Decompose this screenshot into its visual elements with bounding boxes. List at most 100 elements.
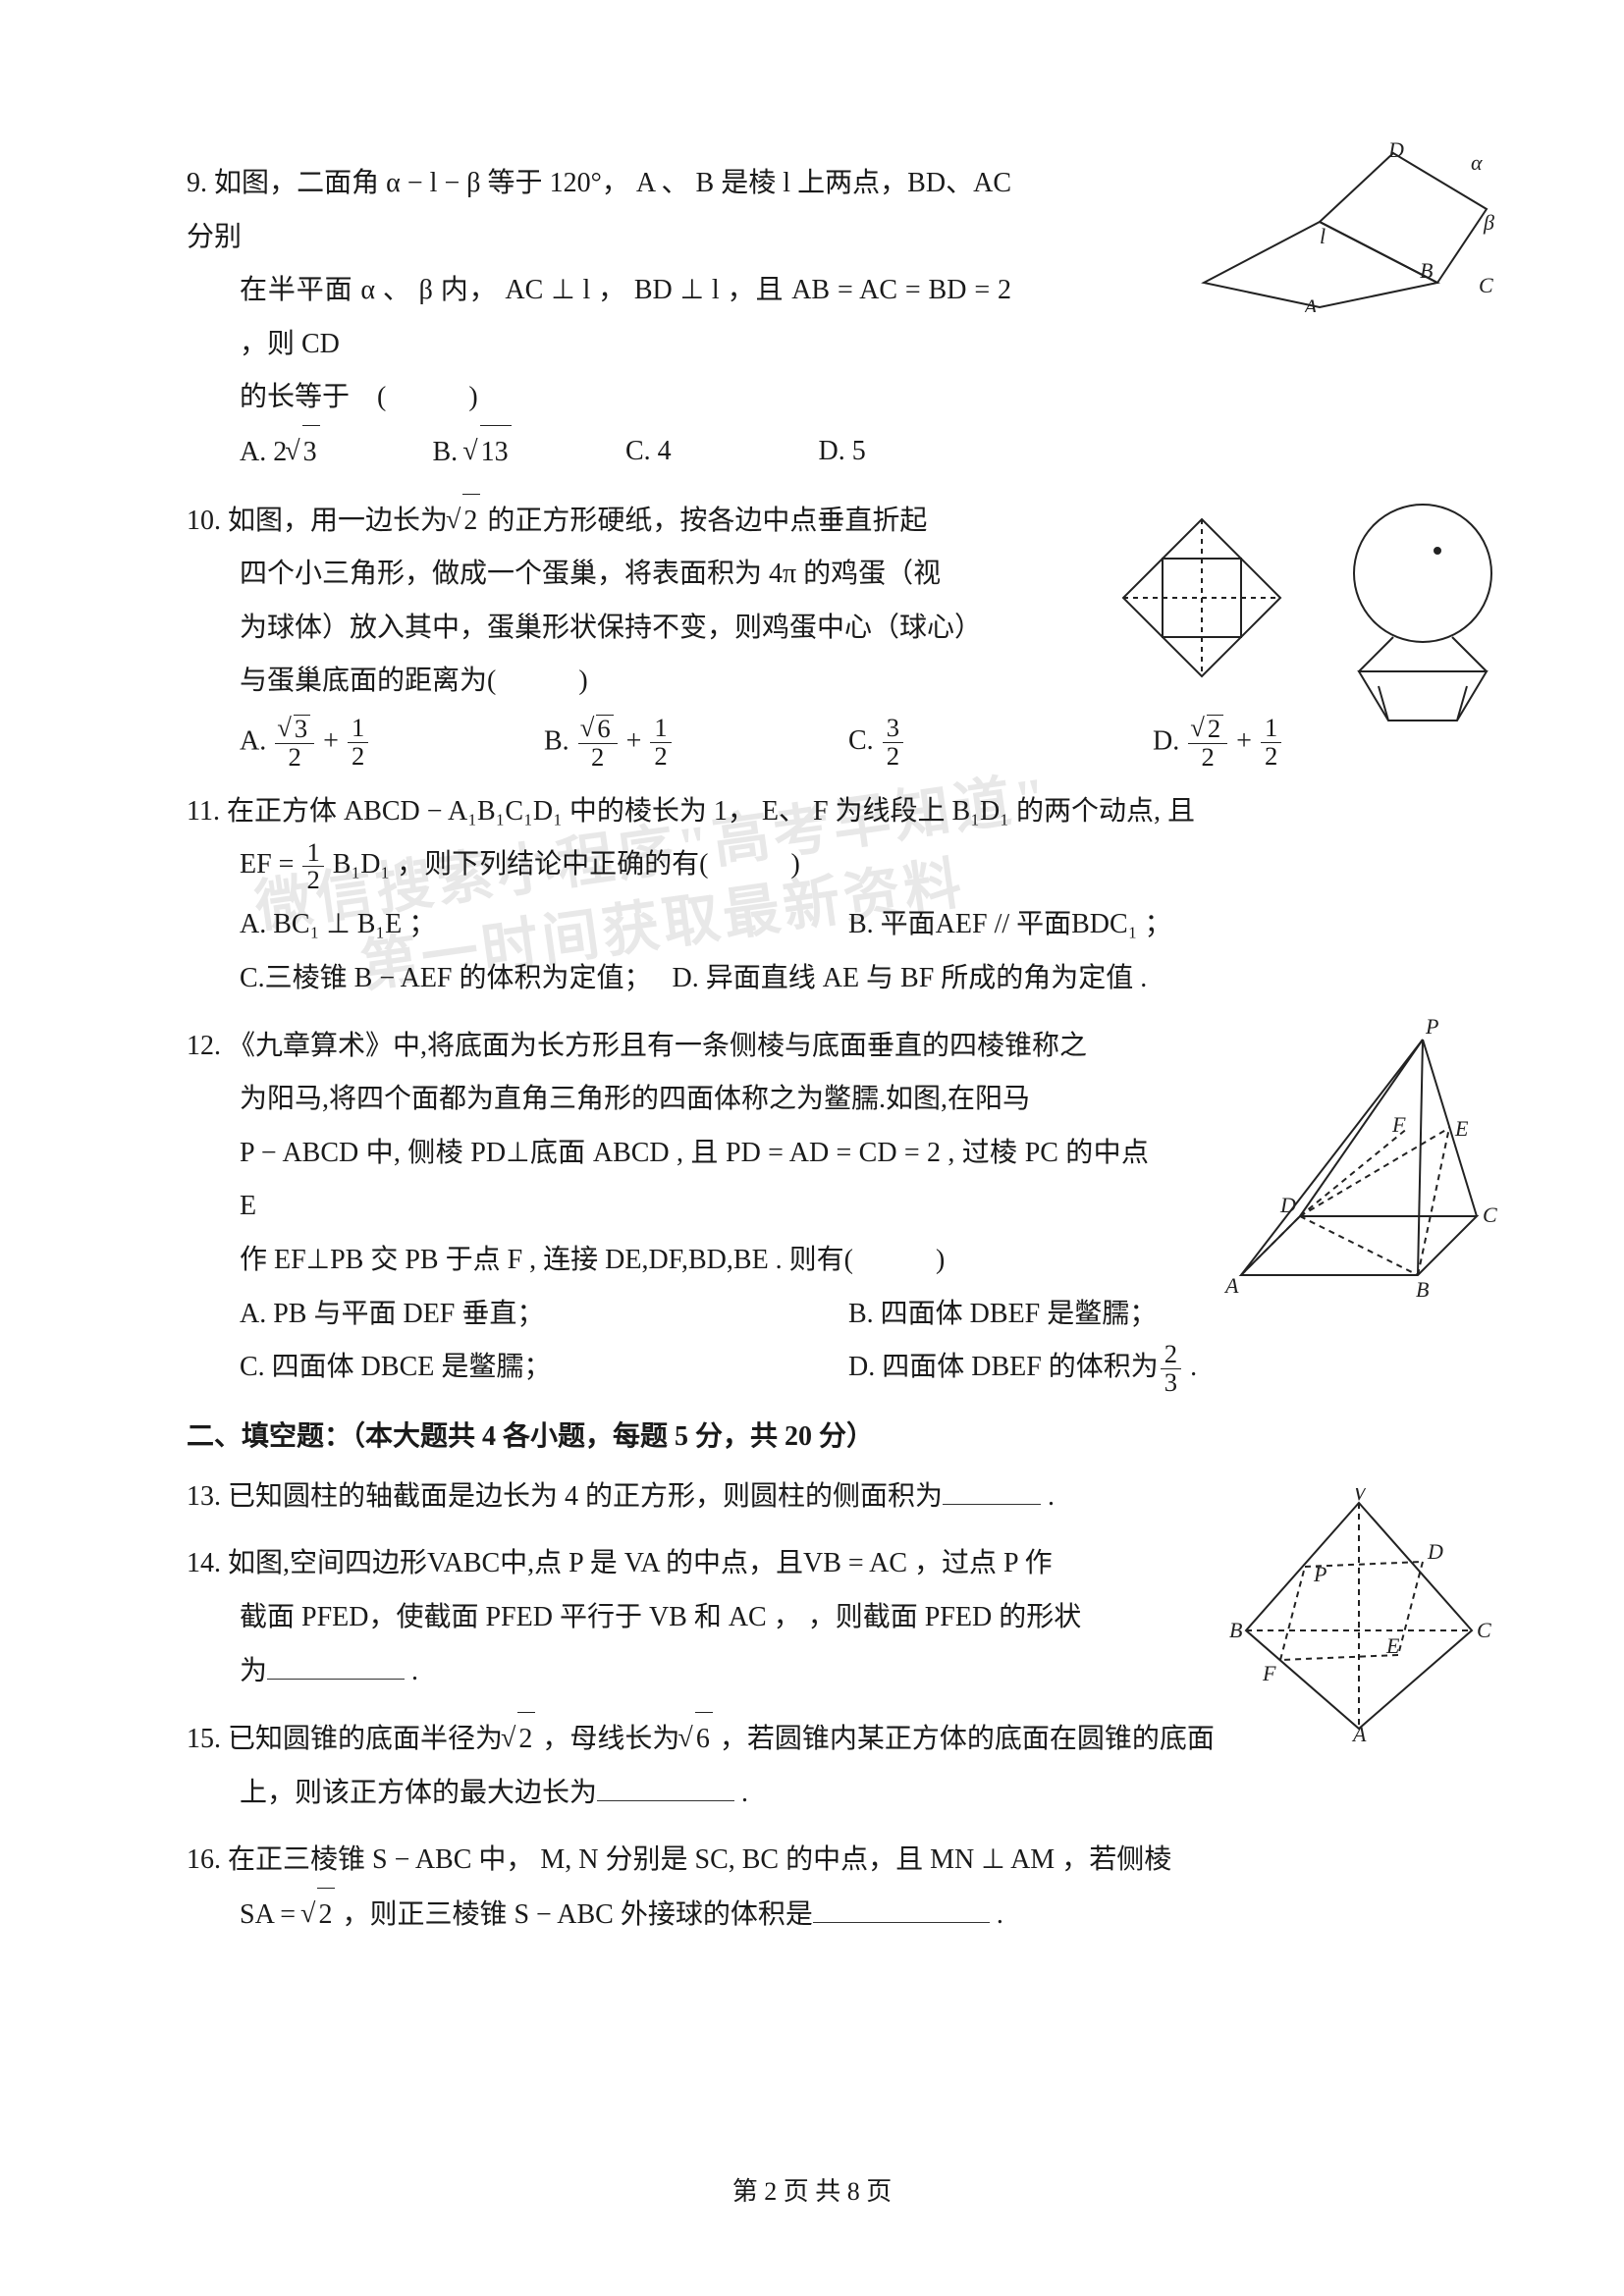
question-16: 16. 在正三棱锥 S − ABC 中， M, N 分别是 SC, BC 的中点… <box>187 1834 1457 1942</box>
answer-blank[interactable] <box>943 1479 1041 1505</box>
opt-C: C. 四面体 DBCE 是鳖臑； <box>240 1341 848 1397</box>
radicand: 2 <box>517 1712 535 1767</box>
q-text: 作 EF⊥PB 交 PB 于点 F , 连接 DE,DF,BD,BE . 则有(… <box>187 1234 1149 1288</box>
q-text: ，则正三棱锥 S − ABC 外接球的体积是 <box>335 1899 812 1930</box>
den: 2 <box>650 742 671 771</box>
q-text: . <box>1041 1481 1055 1512</box>
radicand: 6 <box>596 715 613 743</box>
den: 3 <box>1161 1368 1181 1397</box>
q-text: 在正三棱锥 S − ABC 中， M, N 分别是 SC, BC 的中点，且 M… <box>228 1844 1171 1875</box>
answer-blank[interactable] <box>597 1776 734 1801</box>
q-text: 已知圆柱的轴截面是边长为 4 的正方形，则圆柱的侧面积为 <box>228 1481 943 1512</box>
svg-text:A: A <box>1302 294 1318 312</box>
q10-stem: 10. 如图，用一边长为 2 的正方形硬纸，按各边中点垂直折起 <box>187 494 982 549</box>
opt-D: D. 四面体 DBEF 的体积为23 . <box>848 1341 1457 1397</box>
q-text: EF = 12 B₁D₁ ，则下列结论中正确的有( ) <box>187 838 1457 894</box>
answer-blank[interactable] <box>813 1897 990 1923</box>
den: 2 <box>1188 743 1227 772</box>
opt-A: A. 32 + 12 <box>240 715 544 772</box>
q-text: ，若圆锥内某正方体的底面在圆锥的底面 <box>713 1724 1215 1754</box>
svg-text:C: C <box>1483 1202 1497 1227</box>
svg-text:D: D <box>1387 137 1404 162</box>
svg-text:l: l <box>1320 224 1326 248</box>
opt-D: D. 5 <box>819 425 1012 480</box>
q-text: . <box>405 1656 418 1686</box>
svg-text:B: B <box>1416 1277 1429 1302</box>
q-number: 13. <box>187 1481 221 1512</box>
exam-page: 微信搜索小程序"高考早知道" 第一时间获取最新资料 9. 如图，二面角 α − … <box>0 0 1624 2296</box>
opt-B: B. 平面AEF // 平面BDC₁ ； <box>848 898 1457 952</box>
q-number: 14. <box>187 1548 221 1578</box>
question-14: 14. 如图,空间四边形VABC中,点 P 是 VA 的中点，且VB = AC … <box>187 1537 1457 1698</box>
radicand: 13 <box>480 425 512 480</box>
svg-text:D: D <box>1279 1193 1296 1217</box>
den: 2 <box>302 866 323 894</box>
opt-label: C. <box>848 725 874 756</box>
svg-text:F: F <box>1391 1112 1406 1137</box>
q15-stem: 15. 已知圆锥的底面半径为2 ，母线长为6 ，若圆锥内某正方体的底面在圆锥的底… <box>187 1712 1457 1767</box>
opt-text: . <box>1183 1352 1197 1382</box>
radicand: 6 <box>695 1712 713 1767</box>
q-text: . <box>990 1899 1003 1930</box>
den: 2 <box>275 743 314 772</box>
figure-q10 <box>1104 490 1516 735</box>
q11-stem: 11. 在正方体 ABCD − A₁B₁C₁D₁ 中的棱长为 1， E、 F 为… <box>187 785 1457 839</box>
svg-text:V: V <box>1353 1488 1369 1505</box>
figure-q9: D α B l β A C <box>1192 135 1496 312</box>
q11-options: A. BC₁ ⊥ B₁E ； B. 平面AEF // 平面BDC₁ ； <box>187 894 1457 952</box>
svg-text:E: E <box>1385 1633 1400 1658</box>
question-12: 12. 《九章算术》中,将底面为长方形且有一条侧棱与底面垂直的四棱锥称之 为阳马… <box>187 1020 1457 1398</box>
q-text: 截面 PFED，使截面 PFED 平行于 VB 和 AC ， ，则截面 PFED… <box>187 1591 1110 1645</box>
q-text: 为 . <box>187 1645 1110 1699</box>
opt-C: C.三棱锥 B − AEF 的体积为定值； <box>240 963 652 993</box>
q-text: 上，则该正方体的最大边长为 <box>240 1778 597 1808</box>
svg-text:P: P <box>1425 1014 1438 1039</box>
opt-label: B. <box>433 437 465 467</box>
den: 2 <box>348 742 368 771</box>
q-text: . <box>734 1778 748 1808</box>
opt-label: A. 2 <box>240 437 287 467</box>
q-text: 《九章算术》中,将底面为长方形且有一条侧棱与底面垂直的四棱锥称之 <box>228 1031 1087 1061</box>
answer-blank[interactable] <box>267 1653 405 1679</box>
radicand: 2 <box>462 494 480 549</box>
den: 2 <box>578 743 618 772</box>
num: 1 <box>348 715 368 742</box>
svg-text:P: P <box>1313 1562 1326 1586</box>
den: 2 <box>1261 742 1281 771</box>
q-text: EF = <box>240 849 300 880</box>
q-number: 10. <box>187 506 221 536</box>
q-number: 9. <box>187 168 207 198</box>
q-text: 如图，二面角 α − l − β 等于 120°， A 、 B 是棱 l 上两点… <box>187 168 1011 252</box>
q-number: 12. <box>187 1031 221 1061</box>
q-number: 11. <box>187 796 220 827</box>
svg-text:C: C <box>1479 273 1493 297</box>
q16-stem: 16. 在正三棱锥 S − ABC 中， M, N 分别是 SC, BC 的中点… <box>187 1834 1457 1888</box>
q12-stem: 12. 《九章算术》中,将底面为长方形且有一条侧棱与底面垂直的四棱锥称之 <box>187 1020 1149 1074</box>
section-2-title: 二、填空题：（本大题共 4 各小题，每题 5 分，共 20 分） <box>187 1411 1457 1465</box>
svg-text:A: A <box>1223 1273 1239 1298</box>
q-text: B₁D₁ ，则下列结论中正确的有( ) <box>326 849 800 880</box>
q-text: 的正方形硬纸，按各边中点垂直折起 <box>480 506 927 536</box>
svg-text:F: F <box>1262 1661 1276 1685</box>
opt-text: D. 四面体 DBEF 的体积为 <box>848 1352 1159 1382</box>
q-text: 为 <box>240 1656 267 1686</box>
num: 1 <box>650 715 671 742</box>
q9-options: A. 23 B. 13 C. 4 D. 5 <box>187 425 1011 480</box>
q9-stem: 9. 如图，二面角 α − l − β 等于 120°， A 、 B 是棱 l … <box>187 157 1011 264</box>
opt-B: B. 13 <box>433 425 626 480</box>
svg-text:C: C <box>1477 1618 1491 1642</box>
q-text: SA = <box>240 1899 302 1930</box>
opt-label: A. <box>240 725 266 756</box>
num: 2 <box>1161 1341 1181 1368</box>
num: 3 <box>883 715 903 742</box>
q-text: P − ABCD 中, 侧棱 PD⊥底面 ABCD , 且 PD = AD = … <box>187 1127 1149 1234</box>
svg-text:D: D <box>1427 1539 1443 1564</box>
opt-label: B. <box>544 725 569 756</box>
figure-q14: V D P B C E F A <box>1221 1488 1496 1743</box>
q-text: 在正方体 ABCD − A₁B₁C₁D₁ 中的棱长为 1， E、 F 为线段上 … <box>227 796 1195 827</box>
question-9: 9. 如图，二面角 α − l − β 等于 120°， A 、 B 是棱 l … <box>187 157 1457 480</box>
q-text: 四个小三角形，做成一个蛋巢，将表面积为 4π 的鸡蛋（视 <box>187 548 982 602</box>
q-text: 如图，用一边长为 <box>228 506 448 536</box>
figure-q12: P F E D C A B <box>1212 1010 1506 1305</box>
svg-text:β: β <box>1483 210 1494 235</box>
